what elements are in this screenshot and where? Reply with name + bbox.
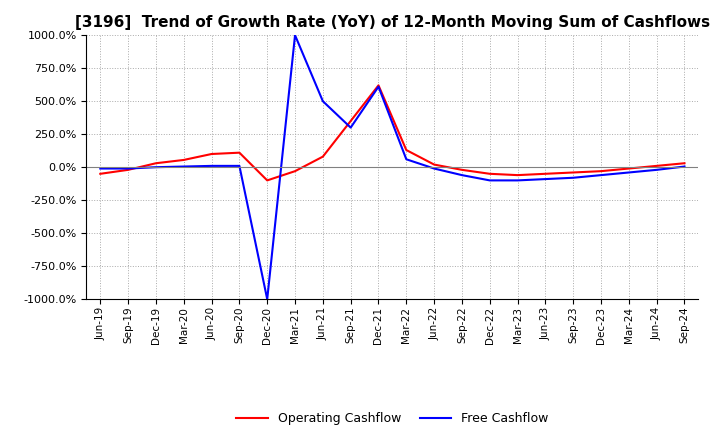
Operating Cashflow [374, 83, 383, 88]
Operating Cashflow [680, 161, 689, 166]
Free Cashflow [152, 165, 161, 170]
Operating Cashflow [402, 147, 410, 153]
Free Cashflow [124, 166, 132, 171]
Free Cashflow [597, 172, 606, 178]
Line: Free Cashflow: Free Cashflow [100, 35, 685, 299]
Operating Cashflow [513, 172, 522, 178]
Free Cashflow [430, 166, 438, 171]
Operating Cashflow [318, 154, 327, 159]
Line: Operating Cashflow: Operating Cashflow [100, 85, 685, 180]
Operating Cashflow [541, 171, 550, 176]
Free Cashflow [235, 163, 243, 169]
Free Cashflow [207, 163, 216, 169]
Operating Cashflow [346, 118, 355, 124]
Operating Cashflow [96, 171, 104, 176]
Free Cashflow [318, 99, 327, 104]
Free Cashflow [402, 157, 410, 162]
Free Cashflow [346, 125, 355, 130]
Operating Cashflow [624, 166, 633, 171]
Free Cashflow [458, 172, 467, 178]
Free Cashflow [291, 33, 300, 38]
Free Cashflow [680, 164, 689, 169]
Free Cashflow [513, 178, 522, 183]
Operating Cashflow [430, 162, 438, 167]
Operating Cashflow [291, 169, 300, 174]
Operating Cashflow [207, 151, 216, 157]
Free Cashflow [263, 297, 271, 302]
Free Cashflow [374, 84, 383, 89]
Free Cashflow [179, 164, 188, 169]
Operating Cashflow [458, 167, 467, 172]
Operating Cashflow [652, 163, 661, 169]
Free Cashflow [485, 178, 494, 183]
Operating Cashflow [124, 167, 132, 172]
Operating Cashflow [485, 171, 494, 176]
Operating Cashflow [263, 178, 271, 183]
Title: [3196]  Trend of Growth Rate (YoY) of 12-Month Moving Sum of Cashflows: [3196] Trend of Growth Rate (YoY) of 12-… [75, 15, 710, 30]
Operating Cashflow [597, 169, 606, 174]
Free Cashflow [541, 176, 550, 182]
Free Cashflow [652, 167, 661, 172]
Operating Cashflow [569, 170, 577, 175]
Operating Cashflow [179, 157, 188, 162]
Operating Cashflow [152, 161, 161, 166]
Free Cashflow [624, 170, 633, 175]
Free Cashflow [96, 166, 104, 171]
Free Cashflow [569, 175, 577, 180]
Operating Cashflow [235, 150, 243, 155]
Legend: Operating Cashflow, Free Cashflow: Operating Cashflow, Free Cashflow [231, 407, 554, 430]
